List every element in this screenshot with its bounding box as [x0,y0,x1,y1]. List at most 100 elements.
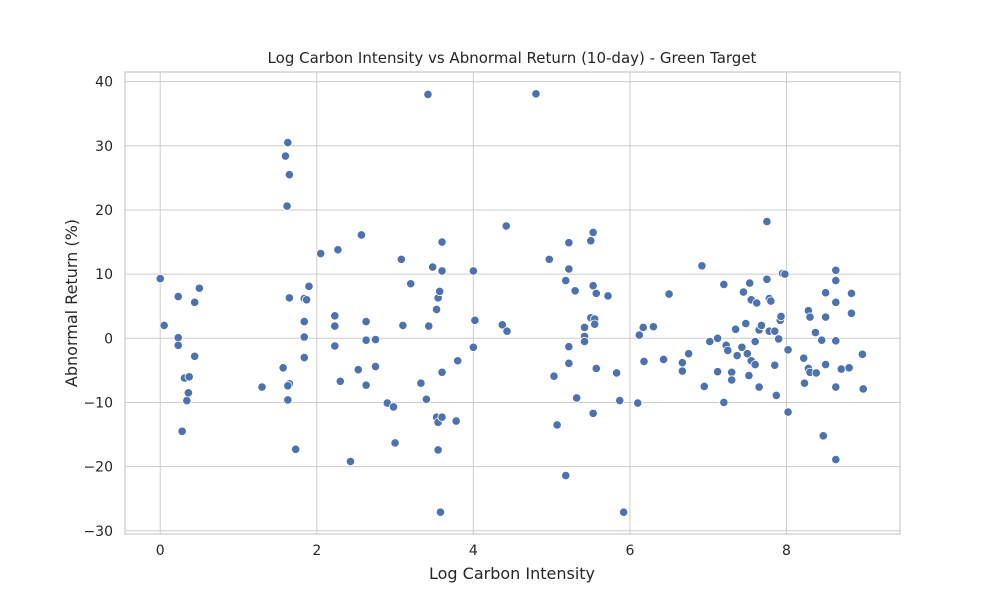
data-point [752,298,762,308]
data-point [639,356,649,366]
points-layer [155,89,868,517]
data-point [544,254,554,264]
data-point [278,363,288,373]
data-point [836,364,846,374]
data-point [771,390,781,400]
data-point [330,311,340,321]
data-point [280,151,291,161]
data-point [431,304,442,315]
data-point [299,352,309,363]
x-axis-label: Log Carbon Intensity [429,564,595,583]
data-point [799,353,809,363]
data-point [194,283,204,293]
data-point [333,245,343,255]
data-point [719,279,729,289]
data-point [677,358,687,368]
data-point [762,216,772,227]
data-point [737,342,747,352]
data-point [370,334,381,345]
data-point [173,340,183,350]
data-point [257,382,267,392]
data-point [468,266,478,276]
data-point [173,333,183,343]
data-point [353,365,363,375]
data-point [390,438,400,448]
data-point [361,335,371,345]
data-point [590,319,600,329]
data-point [501,221,511,231]
data-point [570,286,580,296]
ticks-layer: 0 2 4 6 8 −30 −20 −10 0 10 20 30 40 [83,75,790,559]
data-point [421,394,431,404]
chart-title: Log Carbon Intensity vs Abnormal Return … [268,49,757,67]
data-point [302,295,312,305]
y-tick-label: −20 [83,460,113,476]
data-point [857,349,868,359]
data-point [831,382,841,392]
data-point [159,320,169,331]
data-point [396,254,406,264]
data-point [549,371,559,381]
data-point [561,471,571,481]
data-point [831,275,841,286]
data-point [831,336,841,346]
data-point [299,317,309,327]
data-point [858,384,868,394]
data-point [572,393,582,403]
x-tick-label: 4 [469,543,478,559]
data-point [774,334,784,344]
data-point [388,402,399,412]
data-point [588,227,598,238]
data-point [531,89,541,99]
data-point [437,367,447,377]
data-point [615,395,625,406]
data-point [811,368,821,378]
data-point [564,342,574,352]
data-point [183,388,194,398]
data-point [731,324,741,334]
data-point [750,359,760,370]
data-point [846,288,857,298]
data-point [345,456,356,467]
data-point [648,322,659,332]
data-point [316,248,326,259]
data-point [612,368,622,378]
data-point [783,407,793,417]
y-tick-label: −30 [83,524,113,540]
data-point [435,286,445,297]
data-point [283,395,293,405]
data-point [697,261,707,271]
data-point [468,342,478,352]
data-point [586,236,596,246]
data-point [603,291,613,301]
data-point [564,264,574,274]
y-tick-label: 10 [95,267,113,283]
data-point [732,351,742,361]
data-point [658,354,669,365]
data-point [283,381,293,391]
data-point [190,351,200,361]
data-point [741,318,751,329]
data-point [831,297,841,307]
data-point [821,288,831,298]
data-point [770,360,780,370]
plot-area [124,71,901,535]
data-point [497,320,507,330]
data-point [727,367,737,377]
data-point [818,431,828,441]
data-point [719,397,729,408]
data-point [619,507,629,517]
data-point [591,363,601,374]
data-point [283,137,293,148]
data-point [817,335,827,345]
x-tick-label: 0 [156,543,165,559]
data-point [552,420,562,430]
data-point [588,408,598,418]
y-tick-label: 20 [95,203,113,219]
data-point [810,327,821,338]
data-point [713,367,723,377]
data-point [190,297,200,307]
x-tick-label: 6 [625,543,634,559]
data-point [424,321,434,331]
data-point [699,381,709,392]
